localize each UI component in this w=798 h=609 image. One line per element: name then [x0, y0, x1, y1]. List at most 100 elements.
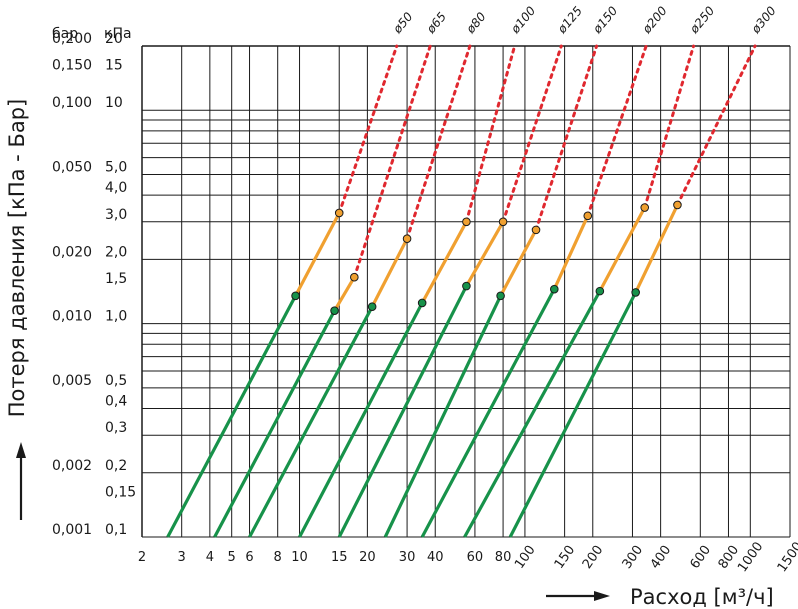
x-tick-label: 30 [399, 550, 416, 565]
curve-ø150 [383, 44, 599, 538]
transition-point-green [550, 284, 559, 294]
transition-point-green [496, 291, 505, 301]
segment-acceptable [598, 206, 647, 292]
segment-excessive [337, 44, 399, 215]
y-tick-bar: 0,010 [52, 309, 92, 325]
segment-recommended [463, 290, 602, 538]
y-tick-kpa: 3,0 [105, 207, 127, 223]
y-tick-labels: 0,1 0,15 0,2 0,3 0,4 0,5 1,0 1,5 2,0 3,0 4,0 5,0 10 1… [52, 31, 136, 538]
curve-ø65 [213, 44, 432, 538]
y-tick-bar: 0,002 [52, 458, 92, 474]
x-tick-label: 6 [245, 550, 253, 565]
diameter-label: ø300 [748, 3, 779, 36]
bar-unit-header: бар [52, 26, 78, 42]
transition-point-orange [498, 217, 508, 227]
y-tick-kpa: 0,2 [105, 458, 127, 474]
transition-point-orange [673, 200, 682, 210]
x-tick-label: 400 [648, 543, 675, 572]
y-tick-kpa: 4,0 [105, 180, 127, 196]
curve-ø300 [508, 44, 757, 538]
transition-point-green [417, 298, 427, 308]
y-tick-bar: 0,001 [52, 522, 92, 538]
y-tick-kpa: 0,4 [105, 394, 127, 410]
y-tick-kpa: 5,0 [105, 159, 127, 175]
x-tick-label: 600 [687, 543, 714, 572]
segment-recommended [166, 295, 297, 538]
y-tick-bar: 0,005 [52, 373, 92, 389]
x-tick-label: 1000 [735, 539, 766, 575]
transition-point-green [291, 291, 300, 301]
diameter-label: ø250 [686, 3, 717, 36]
diameter-label: ø80 [463, 9, 489, 36]
y-tick-kpa: 15 [105, 58, 123, 74]
segment-acceptable [465, 221, 505, 287]
grid-lines [141, 45, 791, 538]
segment-recommended [420, 288, 556, 538]
segment-recommended [337, 285, 468, 538]
x-tick-label: 10 [291, 550, 308, 565]
segment-excessive [675, 44, 757, 207]
y-tick-kpa: 1,5 [105, 271, 127, 287]
transition-point-orange [334, 208, 344, 218]
diameter-label: ø50 [390, 9, 416, 36]
x-tick-label: 4 [206, 550, 214, 565]
x-tick-label: 40 [427, 550, 444, 565]
curve-ø80 [248, 44, 472, 538]
y-tick-kpa: 10 [105, 95, 123, 111]
x-tick-label: 80 [495, 550, 512, 565]
transition-point-orange [640, 203, 650, 212]
segment-recommended [383, 295, 503, 538]
x-tick-label: 100 [512, 543, 539, 572]
diameter-label: ø65 [423, 10, 449, 37]
segment-excessive [501, 44, 563, 224]
segment-acceptable [499, 229, 538, 297]
x-tick-labels: 2 3 4 5 6 8 10 15 20 30 40 60 80 100 150 200 300 400 600 80… [138, 539, 798, 575]
segment-excessive [643, 44, 696, 210]
transition-point-green [367, 302, 377, 312]
segment-recommended [508, 291, 638, 538]
x-tick-label: 5 [228, 550, 236, 565]
segment-excessive [464, 44, 517, 224]
transition-point-green [462, 281, 471, 291]
segment-excessive [352, 44, 432, 279]
y-axis-arrow [16, 442, 26, 520]
transition-point-orange [350, 272, 359, 282]
segment-acceptable [634, 204, 679, 294]
transition-point-orange [462, 217, 471, 227]
y-tick-bar: 0,200 [52, 31, 92, 47]
x-tick-label: 8 [274, 550, 282, 565]
x-tick-label: 300 [620, 543, 647, 572]
segment-recommended [248, 305, 374, 538]
transition-point-green [330, 306, 339, 315]
segment-acceptable [420, 221, 468, 304]
diameter-curves [166, 44, 757, 538]
transition-point-orange [531, 225, 541, 235]
x-tick-label: 20 [359, 550, 376, 565]
segment-excessive [586, 44, 648, 218]
transition-point-green [595, 286, 605, 296]
x-tick-label: 60 [467, 550, 484, 565]
segment-acceptable [294, 212, 341, 297]
x-axis-arrow [546, 591, 610, 601]
y-tick-bar: 0,020 [52, 244, 92, 260]
y-tick-bar: 0,050 [52, 159, 92, 175]
curve-ø250 [463, 44, 696, 538]
y-tick-kpa: 0,15 [105, 484, 136, 500]
y-tick-bar: 0,100 [52, 95, 92, 111]
x-tick-label: 3 [178, 550, 186, 565]
curve-ø100 [298, 44, 517, 538]
x-axis-title: Расход [м³/ч] [630, 585, 774, 609]
curve-ø50 [166, 44, 399, 538]
x-tick-label: 15 [331, 550, 348, 565]
y-tick-kpa: 0,3 [105, 420, 127, 436]
diameter-label: ø200 [639, 3, 670, 36]
transition-point-green [631, 288, 640, 297]
x-tick-label: 1500 [775, 539, 798, 575]
kpa-unit-header: кПа [104, 26, 132, 42]
x-tick-label: 2 [138, 550, 146, 565]
segment-excessive [405, 44, 472, 241]
curve-ø200 [420, 44, 648, 538]
y-axis-title: Потеря давления [кПа - Бар] [5, 99, 29, 418]
x-tick-label: 200 [580, 543, 607, 572]
